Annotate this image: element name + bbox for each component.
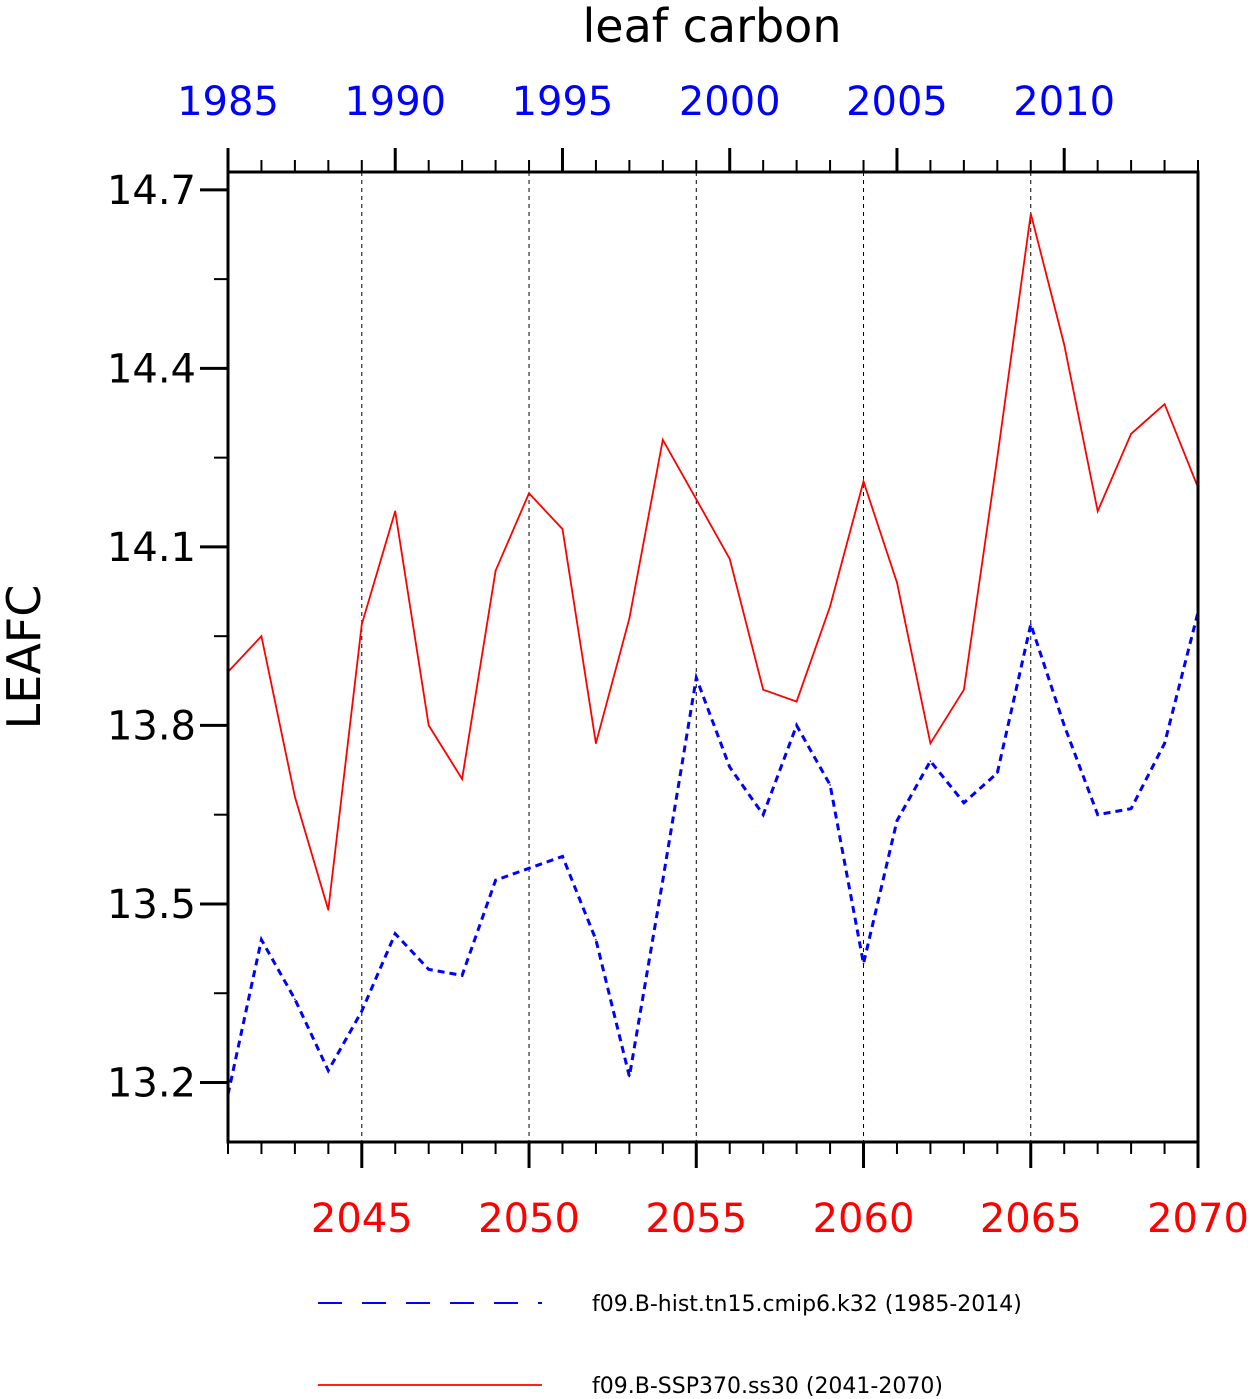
top-tick-label-1995: 1995	[512, 79, 614, 125]
top-tick-label-2000: 2000	[679, 79, 781, 125]
series-layer	[226, 212, 1200, 1096]
series-2-point	[1096, 510, 1099, 513]
bottom-tick-label-2065: 2065	[980, 1196, 1082, 1242]
series-2-point	[327, 909, 330, 911]
series-2-point	[963, 688, 965, 691]
tick-labels: 13.2 13.5 13.8 14.1 14.4 14.7 1985 1990 1995 2000…	[107, 79, 1249, 1242]
series-1-point	[260, 938, 263, 941]
series-2-point	[929, 742, 932, 745]
series-2-point	[260, 635, 263, 637]
series-2-point	[829, 605, 831, 608]
series-2-point	[1063, 343, 1066, 346]
series-2-point	[896, 581, 898, 584]
series-1-point	[494, 879, 497, 881]
series-1-point	[561, 855, 564, 858]
series-2-point	[561, 528, 564, 530]
series-1-point	[294, 998, 296, 1000]
series-1-point	[795, 724, 798, 727]
top-tick-label-2010: 2010	[1013, 79, 1115, 125]
series-1-point	[1029, 623, 1032, 626]
series-2-point	[461, 778, 463, 780]
top-tick-label-1985: 1985	[177, 79, 279, 125]
series-1-point	[862, 962, 865, 965]
series-2-point	[1130, 433, 1132, 435]
series-2-point	[294, 796, 296, 798]
series-1-point	[427, 968, 430, 971]
series-1-point	[829, 784, 831, 786]
series-1-point	[327, 1069, 330, 1072]
top-tick-label-2005: 2005	[846, 79, 948, 125]
axis-ticks	[200, 148, 1200, 1168]
series-1-point	[762, 813, 764, 816]
bottom-tick-label-2055: 2055	[645, 1196, 747, 1242]
y-axis-label: LEAFC	[0, 585, 51, 730]
series-1-point	[1096, 813, 1099, 816]
y-tick-label-13.8: 13.8	[107, 703, 196, 749]
series-2-point	[728, 558, 731, 560]
legend: f09.B-hist.tn15.cmip6.k32 (1985-2014) f09…	[318, 1292, 1022, 1399]
series-1-point	[628, 1075, 631, 1078]
series-line-1	[226, 612, 1200, 1095]
series-1-point	[662, 879, 664, 881]
top-tick-label-1990: 1990	[344, 79, 446, 125]
legend-label-1: f09.B-hist.tn15.cmip6.k32 (1985-2014)	[592, 1292, 1022, 1317]
series-2-point	[528, 492, 530, 495]
series-1-point	[595, 938, 597, 941]
series-2-point	[1029, 212, 1032, 215]
y-tick-label-14.7: 14.7	[107, 168, 196, 214]
series-1-point	[528, 867, 530, 870]
bottom-tick-label-2070: 2070	[1147, 1196, 1249, 1242]
series-1-point	[1063, 724, 1066, 727]
series-2-point	[394, 510, 397, 513]
series-line-2	[227, 213, 1199, 911]
series-1-point	[1163, 742, 1166, 745]
series-2-point	[1163, 403, 1166, 405]
series-2-point	[628, 617, 631, 620]
series-2-point	[996, 456, 999, 459]
series-1-point	[695, 677, 698, 679]
series-1-point	[896, 819, 898, 822]
series-1-point	[929, 760, 932, 762]
chart-title: leaf carbon	[583, 0, 842, 53]
series-1-point	[1130, 807, 1132, 810]
legend-label-2: f09.B-SSP370.ss30 (2041-2070)	[592, 1374, 943, 1399]
series-2-point	[360, 623, 363, 626]
series-1-point	[996, 772, 999, 774]
series-2-point	[427, 724, 430, 727]
bottom-tick-label-2045: 2045	[311, 1196, 413, 1242]
series-1-point	[963, 801, 965, 804]
y-tick-label-13.5: 13.5	[107, 882, 196, 928]
series-1-point	[728, 766, 731, 768]
series-2-point	[662, 438, 664, 441]
series-2-point	[862, 480, 865, 483]
bottom-tick-label-2060: 2060	[813, 1196, 915, 1242]
plot-frame	[226, 170, 1200, 1144]
y-tick-label-13.2: 13.2	[107, 1060, 196, 1106]
series-1-point	[360, 1010, 363, 1012]
series-2-point	[494, 569, 497, 572]
y-tick-label-14.1: 14.1	[107, 525, 196, 571]
grid-lines	[361, 172, 1032, 1142]
y-tick-label-14.4: 14.4	[107, 346, 196, 392]
series-2-point	[695, 498, 698, 501]
series-1-point	[461, 974, 463, 977]
bottom-tick-label-2050: 2050	[478, 1196, 580, 1242]
series-2-point	[762, 688, 764, 691]
series-2-point	[595, 742, 597, 745]
series-2-point	[795, 700, 798, 703]
series-1-point	[394, 932, 397, 935]
